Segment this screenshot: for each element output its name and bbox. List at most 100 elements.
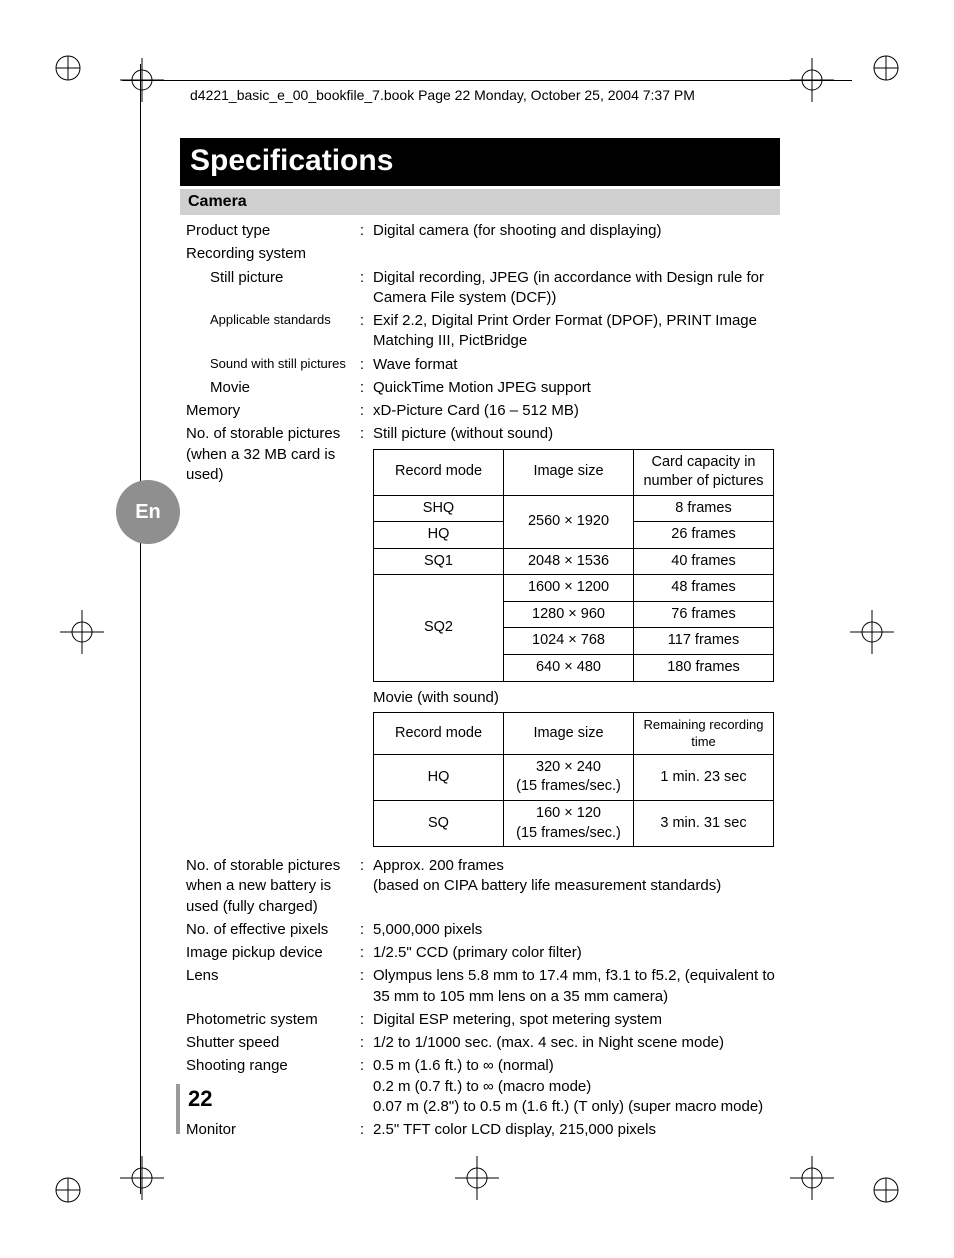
td: 48 frames (634, 575, 774, 602)
page-bar (176, 1084, 180, 1134)
spec-row: Memory : xD-Picture Card (16 – 512 MB) (180, 401, 780, 421)
crosshair-bot-center (455, 1156, 499, 1200)
colon: : (355, 1033, 369, 1053)
spec-row: No. of effective pixels : 5,000,000 pixe… (180, 920, 780, 940)
spec-value: Olympus lens 5.8 mm to 17.4 mm, f3.1 to … (369, 966, 780, 1007)
spec-label: Monitor (180, 1120, 355, 1140)
spec-row: Lens : Olympus lens 5.8 mm to 17.4 mm, f… (180, 966, 780, 1007)
colon: : (355, 424, 369, 444)
spec-value: 0.5 m (1.6 ft.) to ∞ (normal) 0.2 m (0.7… (369, 1056, 780, 1117)
spec-label: Lens (180, 966, 355, 986)
th: Card capacity in number of pictures (634, 449, 774, 495)
crosshair-top-right (790, 58, 834, 102)
td: 1 min. 23 sec (634, 754, 774, 800)
movie-table: Record mode Image size Remaining recordi… (373, 712, 774, 847)
td: 320 × 240 (15 frames/sec.) (504, 754, 634, 800)
spec-label: Sound with still pictures (180, 355, 355, 373)
colon: : (355, 221, 369, 241)
spec-value: QuickTime Motion JPEG support (369, 378, 780, 398)
spec-label: Shooting range (180, 1056, 355, 1076)
spec-value: 5,000,000 pixels (369, 920, 780, 940)
crosshair-top (120, 58, 164, 102)
spec-label: Image pickup device (180, 943, 355, 963)
colon: : (355, 1120, 369, 1140)
td: 3 min. 31 sec (634, 801, 774, 847)
spec-value: 1/2 to 1/1000 sec. (max. 4 sec. in Night… (369, 1033, 780, 1053)
spec-row: Monitor : 2.5" TFT color LCD display, 21… (180, 1120, 780, 1140)
td: 26 frames (634, 522, 774, 549)
td: 1024 × 768 (504, 628, 634, 655)
spec-value-text: Still picture (without sound) (373, 425, 553, 442)
spec-value: Exif 2.2, Digital Print Order Format (DP… (369, 311, 780, 352)
spec-row: Shutter speed : 1/2 to 1/1000 sec. (max.… (180, 1033, 780, 1053)
td: 640 × 480 (504, 655, 634, 682)
spec-row: Sound with still pictures : Wave format (180, 355, 780, 375)
spec-row: Recording system (180, 244, 780, 264)
spec-value: Still picture (without sound) Record mod… (369, 424, 780, 853)
spec-label: Movie (180, 378, 355, 398)
colon: : (355, 966, 369, 986)
spec-label: Still picture (180, 268, 355, 288)
spec-row: Shooting range : 0.5 m (1.6 ft.) to ∞ (n… (180, 1056, 780, 1117)
td: 1280 × 960 (504, 601, 634, 628)
section-header: Camera (180, 189, 780, 215)
spec-value: Digital ESP metering, spot metering syst… (369, 1010, 780, 1030)
td: SQ (374, 801, 504, 847)
td: 8 frames (634, 495, 774, 522)
th: Image size (504, 449, 634, 495)
page-title: Specifications (180, 138, 780, 186)
colon: : (355, 311, 369, 331)
td: 1600 × 1200 (504, 575, 634, 602)
colon: : (355, 920, 369, 940)
crosshair-bot-right (790, 1156, 834, 1200)
spec-row: Applicable standards : Exif 2.2, Digital… (180, 311, 780, 352)
page-number: 22 (188, 1086, 212, 1112)
colon: : (355, 355, 369, 375)
spec-label: Photometric system (180, 1010, 355, 1030)
td: 180 frames (634, 655, 774, 682)
language-tab: En (116, 480, 180, 544)
still-picture-table: Record mode Image size Card capacity in … (373, 449, 774, 682)
td: 2560 × 1920 (504, 495, 634, 548)
spec-row: Product type : Digital camera (for shoot… (180, 221, 780, 241)
spec-value: Digital recording, JPEG (in accordance w… (369, 268, 780, 309)
td: 40 frames (634, 548, 774, 575)
spec-value: Digital camera (for shooting and display… (369, 221, 780, 241)
colon: : (355, 856, 369, 876)
reg-bottom-right (872, 1176, 900, 1204)
spec-label: Memory (180, 401, 355, 421)
colon: : (355, 378, 369, 398)
td: 117 frames (634, 628, 774, 655)
colon: : (355, 1010, 369, 1030)
spec-row: Movie : QuickTime Motion JPEG support (180, 378, 780, 398)
reg-top-right (872, 54, 900, 82)
spec-row: Photometric system : Digital ESP meterin… (180, 1010, 780, 1030)
spec-row: Still picture : Digital recording, JPEG … (180, 268, 780, 309)
th: Record mode (374, 449, 504, 495)
spec-label: No. of storable pictures (when a 32 MB c… (180, 424, 355, 485)
th: Remaining recording time (634, 712, 774, 754)
colon: : (355, 401, 369, 421)
spec-label: No. of storable pictures when a new batt… (180, 856, 355, 917)
reg-top-left (54, 54, 82, 82)
crosshair-bot-left (120, 1156, 164, 1200)
td: SQ2 (374, 575, 504, 681)
td: HQ (374, 522, 504, 549)
content: Specifications Camera Product type : Dig… (180, 138, 780, 1143)
td: 76 frames (634, 601, 774, 628)
th: Image size (504, 712, 634, 754)
spec-label: Shutter speed (180, 1033, 355, 1053)
book-file-header: d4221_basic_e_00_bookfile_7.book Page 22… (190, 87, 695, 103)
td: 2048 × 1536 (504, 548, 634, 575)
td: SHQ (374, 495, 504, 522)
spec-value: 1/2.5" CCD (primary color filter) (369, 943, 780, 963)
spec-row: No. of storable pictures when a new batt… (180, 856, 780, 917)
spec-label: Recording system (180, 244, 355, 264)
colon: : (355, 268, 369, 288)
th: Record mode (374, 712, 504, 754)
td: HQ (374, 754, 504, 800)
spec-row: Image pickup device : 1/2.5" CCD (primar… (180, 943, 780, 963)
reg-bottom-left (54, 1176, 82, 1204)
spec-value: 2.5" TFT color LCD display, 215,000 pixe… (369, 1120, 780, 1140)
spec-value: xD-Picture Card (16 – 512 MB) (369, 401, 780, 421)
